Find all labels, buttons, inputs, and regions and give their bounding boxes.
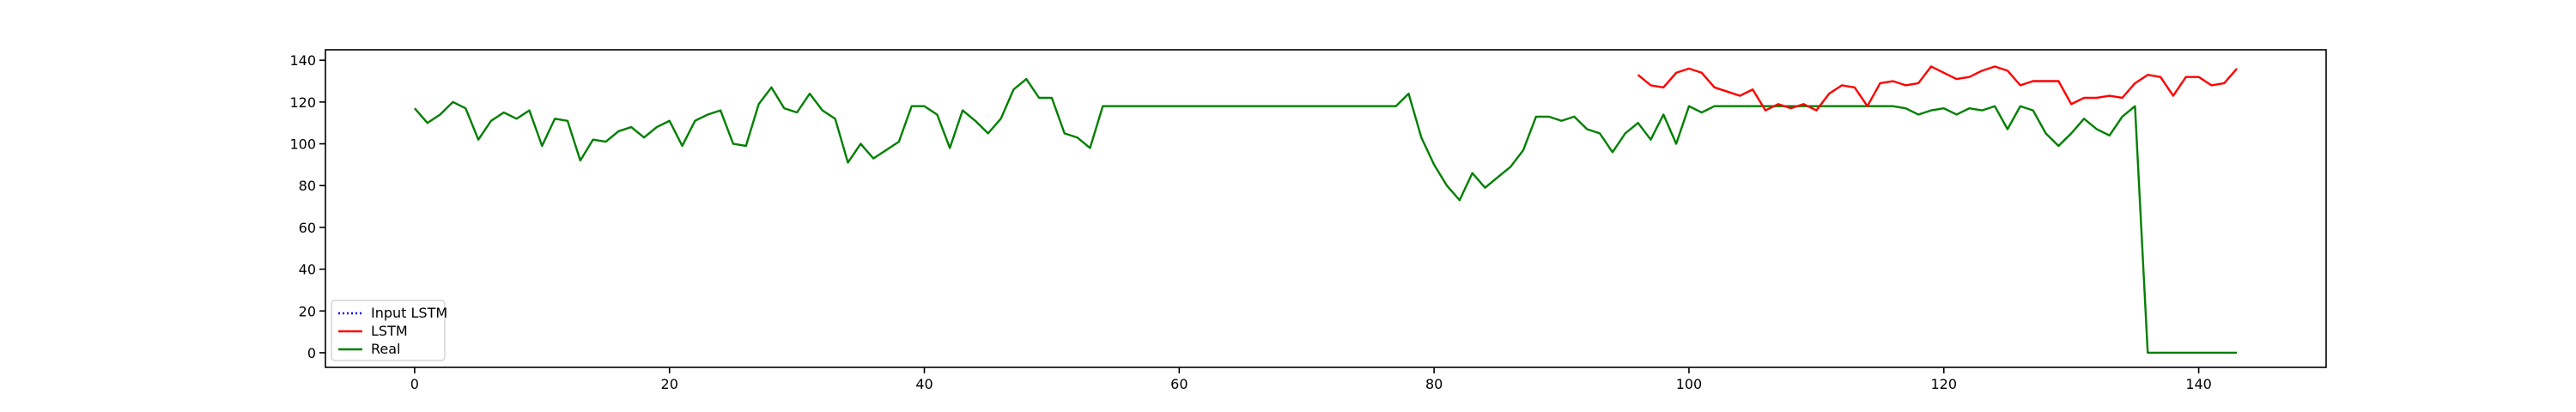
x-tick-label: 100 <box>1676 376 1703 392</box>
x-tick-label: 120 <box>1931 376 1958 392</box>
legend-label: LSTM <box>371 323 408 339</box>
legend-box <box>331 300 446 361</box>
y-tick-label: 0 <box>307 345 316 361</box>
series-line-lstm <box>1637 65 2239 112</box>
y-tick-label: 60 <box>299 220 316 236</box>
x-tick-label: 20 <box>661 376 678 392</box>
y-tick-label: 40 <box>299 262 316 278</box>
y-tick-label: 120 <box>289 94 316 111</box>
y-tick-label: 140 <box>289 52 316 69</box>
legend-label: Input LSTM <box>371 305 447 321</box>
y-tick-label: 20 <box>299 303 316 319</box>
y-tick-label: 100 <box>289 136 316 153</box>
plot-frame <box>325 49 2327 368</box>
x-tick-label: 80 <box>1425 376 1443 392</box>
series-line-real <box>413 77 2238 354</box>
x-tick-label: 0 <box>410 376 419 392</box>
x-tick-label: 40 <box>915 376 933 392</box>
x-tick-label: 60 <box>1170 376 1188 392</box>
series-layer <box>413 65 2239 354</box>
legend: Input LSTM LSTM Real <box>331 300 447 361</box>
y-axis: 0 20 40 60 80 100 120 140 <box>289 52 325 361</box>
x-tick-label: 140 <box>2185 376 2212 392</box>
x-axis: 0 20 40 60 80 100 120 140 <box>410 367 2212 392</box>
y-tick-label: 80 <box>299 178 316 194</box>
legend-label: Real <box>371 341 401 357</box>
